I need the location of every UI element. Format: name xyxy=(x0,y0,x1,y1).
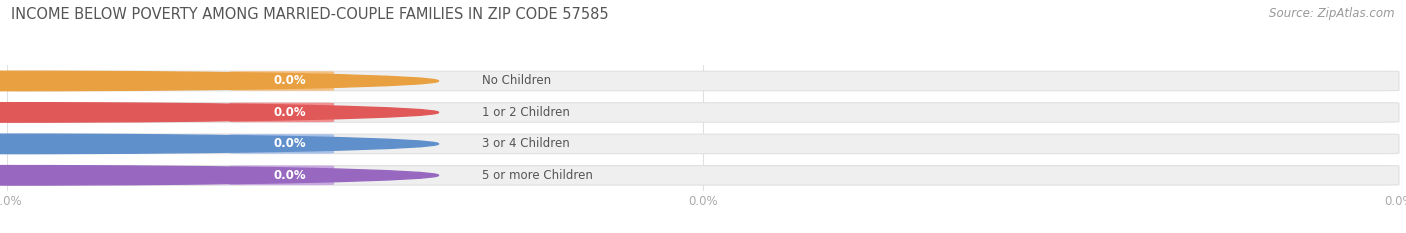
FancyBboxPatch shape xyxy=(229,103,335,122)
FancyBboxPatch shape xyxy=(7,71,246,91)
FancyBboxPatch shape xyxy=(229,166,335,185)
Text: Source: ZipAtlas.com: Source: ZipAtlas.com xyxy=(1270,7,1395,20)
Text: 0.0%: 0.0% xyxy=(274,106,307,119)
Text: No Children: No Children xyxy=(482,75,551,87)
Text: 0.0%: 0.0% xyxy=(274,137,307,150)
Text: 1 or 2 Children: 1 or 2 Children xyxy=(482,106,569,119)
Text: 3 or 4 Children: 3 or 4 Children xyxy=(482,137,569,150)
Text: INCOME BELOW POVERTY AMONG MARRIED-COUPLE FAMILIES IN ZIP CODE 57585: INCOME BELOW POVERTY AMONG MARRIED-COUPL… xyxy=(11,7,609,22)
FancyBboxPatch shape xyxy=(7,103,1399,122)
FancyBboxPatch shape xyxy=(7,71,1399,91)
Text: 0.0%: 0.0% xyxy=(274,75,307,87)
Circle shape xyxy=(0,134,439,154)
Circle shape xyxy=(0,103,439,122)
FancyBboxPatch shape xyxy=(7,134,246,154)
Text: 5 or more Children: 5 or more Children xyxy=(482,169,592,182)
FancyBboxPatch shape xyxy=(7,166,246,185)
FancyBboxPatch shape xyxy=(229,134,335,154)
FancyBboxPatch shape xyxy=(7,134,1399,154)
FancyBboxPatch shape xyxy=(7,166,1399,185)
FancyBboxPatch shape xyxy=(7,103,246,122)
Circle shape xyxy=(0,166,439,185)
Text: 0.0%: 0.0% xyxy=(274,169,307,182)
FancyBboxPatch shape xyxy=(229,71,335,91)
Circle shape xyxy=(0,71,439,91)
